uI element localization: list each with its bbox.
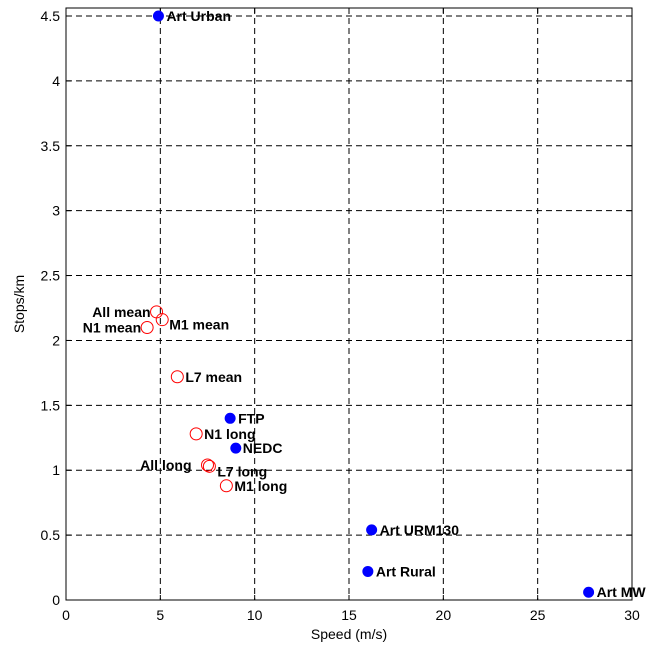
point-art-rural <box>362 565 374 577</box>
x-tick-label: 15 <box>341 607 357 623</box>
x-tick-label: 25 <box>530 607 546 623</box>
point-l7-long <box>202 459 216 473</box>
x-tick-label: 10 <box>247 607 263 623</box>
x-tick-label: 30 <box>624 607 640 623</box>
point-n1-mean <box>140 320 154 334</box>
y-tick-label: 3 <box>52 203 60 219</box>
data-points: Art Urban FTP NEDC Art URM130 Art Rural Art M… <box>83 8 647 600</box>
point-label-ftp: FTP <box>238 410 264 426</box>
point-ftp <box>224 412 236 424</box>
point-art-urban <box>152 10 164 22</box>
point-art-urm130 <box>366 524 378 536</box>
x-tick-label: 0 <box>62 607 70 623</box>
point-n1-long <box>189 427 203 441</box>
point-m1-long <box>219 479 233 493</box>
point-label-l7-long: L7 long <box>217 463 267 479</box>
point-all-long <box>201 458 214 472</box>
point-label-m1-mean: M1 mean <box>169 317 229 333</box>
point-label-art-rural: Art Rural <box>376 563 436 579</box>
y-axis-label: Stops/km <box>11 275 27 333</box>
point-label-m1-long: M1 long <box>234 478 287 494</box>
axis-ticks: 0 5 10 15 20 25 30 0 0.5 1 1.5 2 2.5 3 3.5 4 4.5 <box>41 8 640 623</box>
y-tick-label: 2.5 <box>41 268 61 284</box>
point-l7-mean <box>170 370 184 384</box>
point-label-nedc: NEDC <box>243 440 283 456</box>
x-axis-label: Speed (m/s) <box>311 626 387 642</box>
y-tick-label: 0.5 <box>41 527 61 543</box>
y-tick-label: 1 <box>52 462 60 478</box>
point-label-all-mean: All mean <box>92 304 150 320</box>
point-label-art-urban: Art Urban <box>166 8 231 24</box>
point-label-art-urm130: Art URM130 <box>380 522 460 538</box>
y-tick-label: 1.5 <box>41 397 61 413</box>
point-art-mw <box>583 586 595 598</box>
point-label-n1-long: N1 long <box>204 426 255 442</box>
y-tick-label: 4 <box>52 73 60 89</box>
point-m1-mean <box>155 313 169 327</box>
point-label-n1-mean: N1 mean <box>83 319 141 335</box>
y-tick-label: 2 <box>52 332 60 348</box>
y-tick-label: 3.5 <box>41 138 61 154</box>
x-tick-label: 20 <box>436 607 452 623</box>
grid <box>66 8 632 600</box>
point-nedc <box>230 442 242 454</box>
point-label-l7-mean: L7 mean <box>185 369 242 385</box>
y-tick-label: 4.5 <box>41 8 61 24</box>
point-label-all-long: All long <box>140 457 191 473</box>
point-label-art-mw: Art MW <box>597 584 647 600</box>
x-tick-label: 5 <box>156 607 164 623</box>
y-tick-label: 0 <box>52 592 60 608</box>
